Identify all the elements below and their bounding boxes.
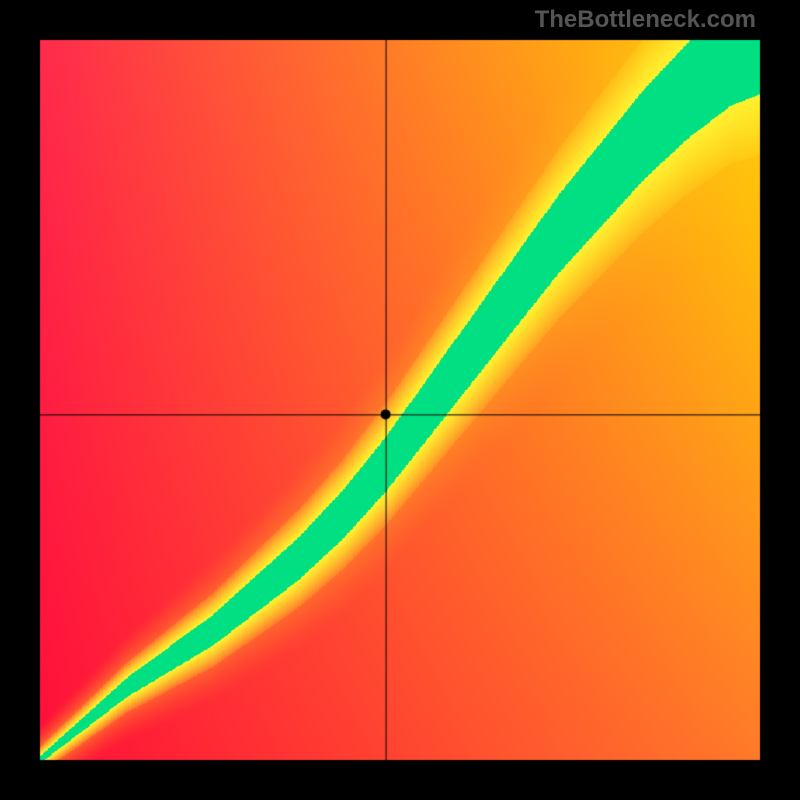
bottleneck-heatmap xyxy=(0,0,800,800)
watermark-text: TheBottleneck.com xyxy=(535,6,756,34)
